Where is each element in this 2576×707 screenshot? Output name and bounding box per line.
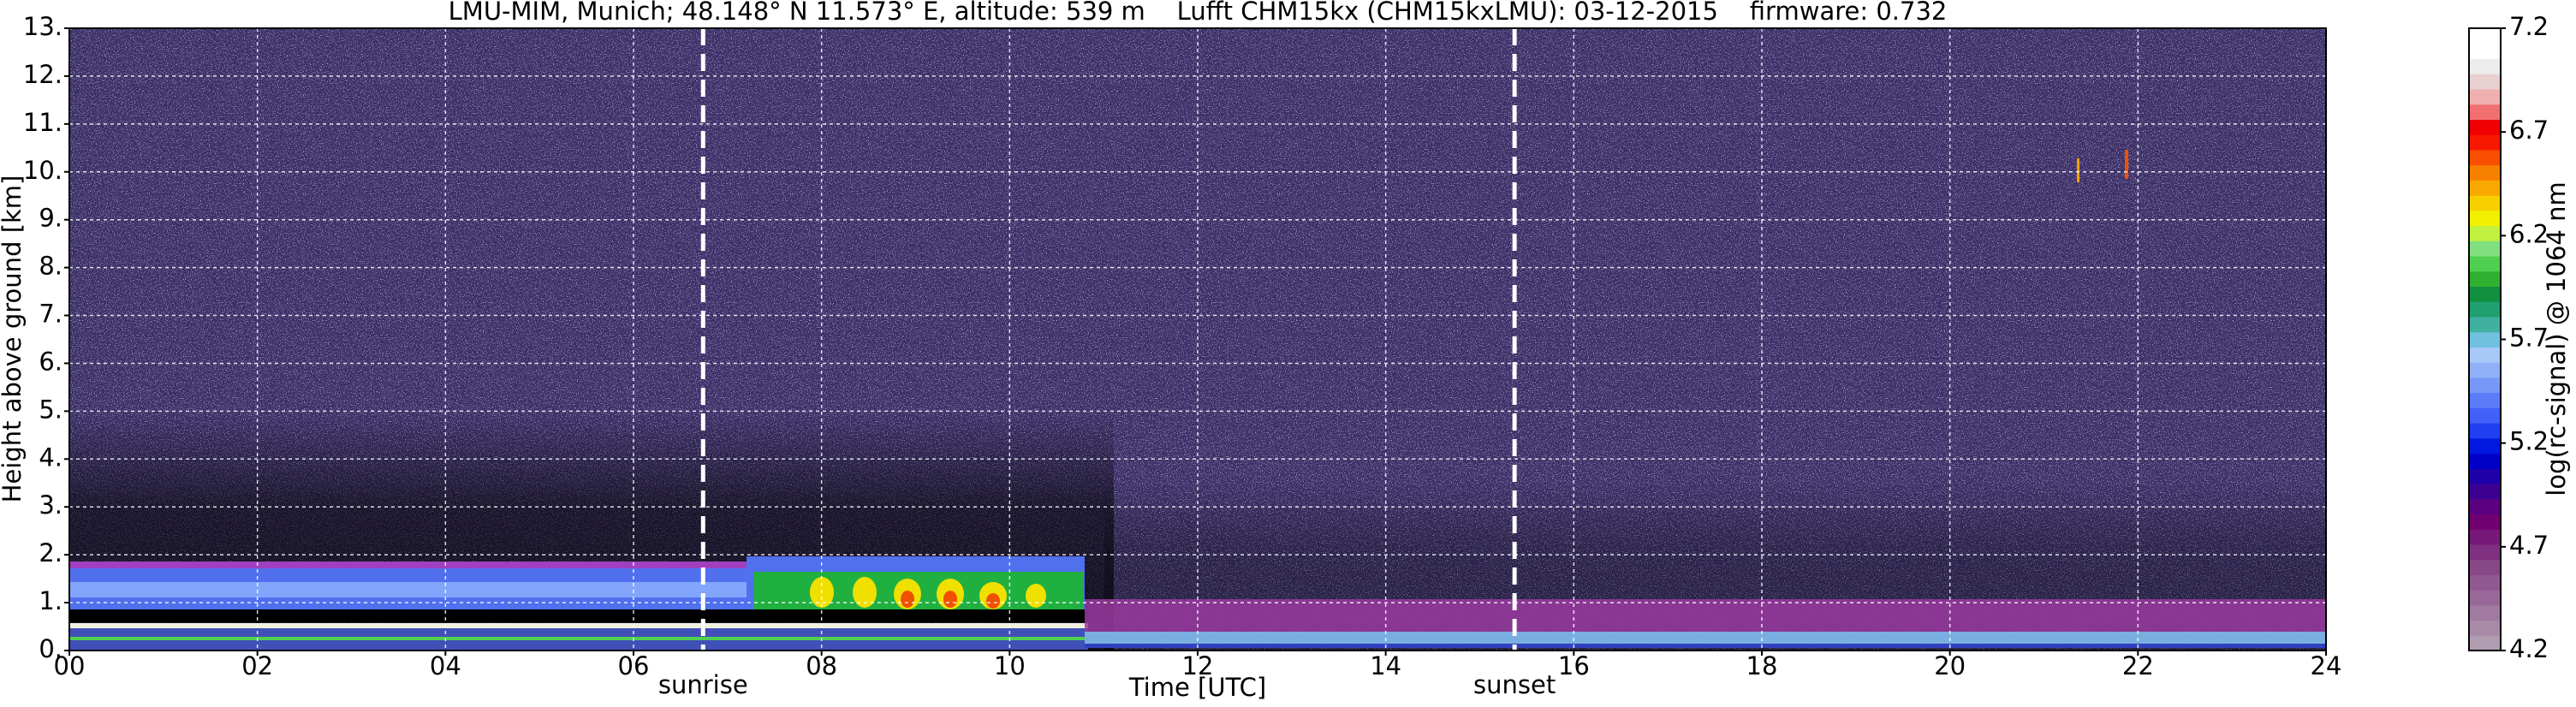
colorbar-segment: [2469, 316, 2501, 333]
colorbar-segment: [2469, 225, 2501, 241]
colorbar-segment: [2469, 559, 2501, 575]
chart-title: LMU-MIM, Munich; 48.148° N 11.573° E, al…: [449, 0, 1948, 26]
y-axis-label: Height above ground [km]: [0, 175, 27, 503]
colorbar-tick-label: 6.7: [2509, 116, 2549, 145]
colorbar-segment: [2469, 347, 2501, 363]
colorbar: 4.2 4.7 5.2 5.7 6.2 6.7 7.2: [2468, 12, 2549, 663]
colorbar-segment: [2469, 134, 2501, 151]
colorbar-segment: [2469, 529, 2501, 545]
y-tick-label: 1.: [39, 586, 62, 615]
colorbar-segment: [2469, 620, 2501, 636]
colorbar-segment: [2469, 331, 2501, 348]
y-tick-label: 11.: [23, 108, 62, 137]
y-tick-label: 9.: [39, 204, 62, 233]
x-tick-label: 06: [618, 651, 650, 680]
colorbar-segment: [2469, 377, 2501, 394]
colorbar-segment: [2469, 119, 2501, 135]
y-tick-label: 6.: [39, 347, 62, 376]
colorbar-segment: [2469, 635, 2501, 651]
x-tick-label: 22: [2122, 651, 2154, 680]
event-label: sunset: [1473, 670, 1556, 699]
colorbar-segment: [2469, 483, 2501, 500]
colorbar-tick-label: 7.2: [2509, 12, 2549, 41]
colorbar-segment: [2469, 407, 2501, 424]
colorbar-segment: [2469, 58, 2501, 74]
y-tick-label: 4.: [39, 443, 62, 472]
colorbar-segment: [2469, 210, 2501, 227]
colorbar-segment: [2469, 164, 2501, 181]
x-tick-label: 12: [1182, 651, 1214, 680]
y-tick-label: 3.: [39, 490, 62, 520]
colorbar-segment: [2469, 574, 2501, 591]
colorbar-segment: [2469, 149, 2501, 166]
colorbar-segment: [2469, 590, 2501, 606]
x-tick-label: 00: [54, 651, 86, 680]
colorbar-segment: [2469, 28, 2501, 45]
colorbar-segment: [2469, 437, 2501, 454]
x-tick-label: 24: [2311, 651, 2342, 680]
x-tick-label: 16: [1558, 651, 1590, 680]
plot-frame: [68, 27, 2327, 651]
colorbar-segment: [2469, 362, 2501, 378]
x-tick-label: 10: [994, 651, 1026, 680]
colorbar-segment: [2469, 195, 2501, 211]
x-axis-label: Time [UTC]: [1128, 673, 1266, 702]
colorbar-segment: [2469, 498, 2501, 515]
colorbar-segment: [2469, 392, 2501, 408]
colorbar-tick-label: 6.2: [2509, 219, 2549, 248]
event-label: sunrise: [658, 670, 748, 699]
x-tick-label: 08: [806, 651, 837, 680]
y-tick-label: 8.: [39, 252, 62, 281]
y-tick-label: 5.: [39, 395, 62, 424]
colorbar-segment: [2469, 43, 2501, 60]
y-tick-label: 7.: [39, 300, 62, 329]
colorbar-segment: [2469, 514, 2501, 530]
x-tick-label: 14: [1370, 651, 1401, 680]
grid: 00 02 04 06 08 10 12 14 16 18 20 22 24 0. 1. 2. 3. 4. 5. 6.…: [23, 12, 2342, 680]
y-tick-label: 0.: [39, 634, 62, 663]
colorbar-segment: [2469, 180, 2501, 196]
colorbar-segment: [2469, 255, 2501, 272]
colorbar-label: log(rc-signal) @ 1064 nm: [2542, 181, 2571, 496]
colorbar-tick-label: 5.2: [2509, 427, 2549, 456]
colorbar-tick-label: 5.7: [2509, 324, 2549, 353]
colorbar-segment: [2469, 270, 2501, 288]
x-tick-label: 02: [241, 651, 273, 680]
colorbar-segment: [2469, 544, 2501, 561]
colorbar-tick-label: 4.2: [2509, 634, 2549, 663]
y-tick-label: 13.: [23, 12, 62, 41]
colorbar-segment: [2469, 286, 2501, 302]
x-tick-label: 20: [1934, 651, 1966, 680]
colorbar-segment: [2469, 241, 2501, 257]
y-tick-label: 2.: [39, 538, 62, 567]
y-tick-label: 12.: [23, 60, 62, 89]
colorbar-segment: [2469, 88, 2501, 105]
colorbar-segment: [2469, 423, 2501, 439]
annotations: sunrise sunset: [658, 28, 1556, 699]
colorbar-segment: [2469, 104, 2501, 120]
x-tick-label: 04: [430, 651, 461, 680]
colorbar-segment: [2469, 604, 2501, 621]
colorbar-segment: [2469, 468, 2501, 484]
colorbar-segment: [2469, 453, 2501, 469]
x-tick-label: 18: [1746, 651, 1778, 680]
colorbar-segment: [2469, 301, 2501, 318]
y-tick-label: 10.: [23, 156, 62, 185]
colorbar-tick-label: 4.7: [2509, 531, 2549, 560]
colorbar-segment: [2469, 74, 2501, 90]
